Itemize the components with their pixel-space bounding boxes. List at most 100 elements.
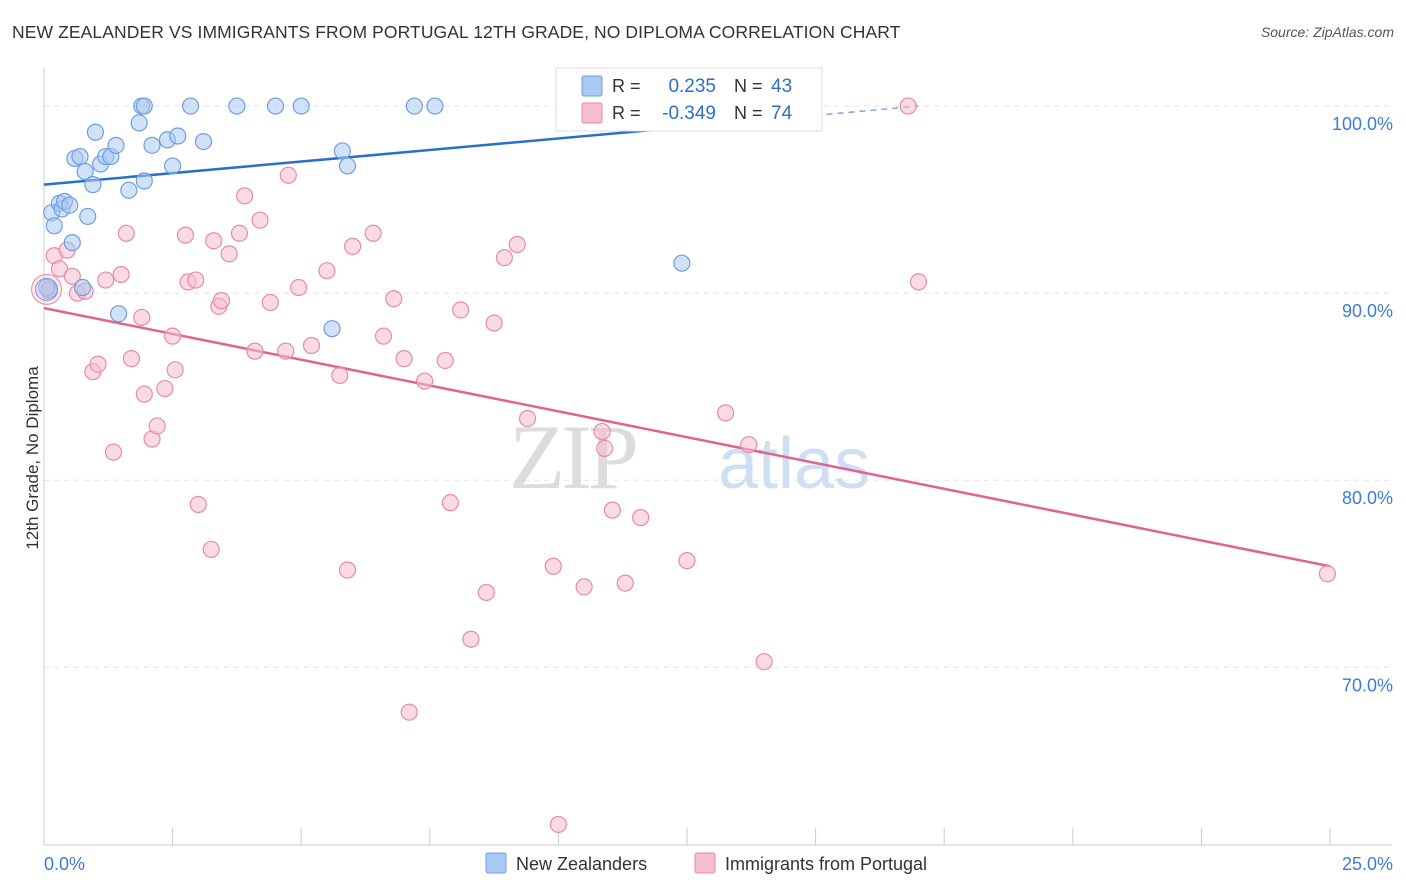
point-immigrants-portugal bbox=[202, 540, 220, 559]
point-new-zealanders bbox=[84, 176, 102, 194]
point-immigrants-portugal bbox=[205, 232, 223, 250]
point-new-zealanders bbox=[86, 123, 105, 141]
source-label: Source: ZipAtlas.com bbox=[1260, 24, 1394, 40]
legend-label-new-zealanders: New Zealanders bbox=[516, 854, 647, 874]
point-immigrants-portugal bbox=[477, 583, 495, 602]
r-value-nz: 0.235 bbox=[668, 76, 716, 97]
point-immigrants-portugal bbox=[344, 237, 362, 255]
point-immigrants-portugal bbox=[441, 494, 459, 512]
watermark: ZIP atlas bbox=[509, 406, 870, 508]
point-immigrants-portugal bbox=[133, 308, 151, 327]
point-immigrants-portugal bbox=[416, 372, 434, 390]
point-new-zealanders bbox=[71, 147, 89, 166]
legend-swatch-new-zealanders bbox=[485, 852, 507, 874]
chart-title: NEW ZEALANDER VS IMMIGRANTS FROM PORTUGA… bbox=[12, 22, 901, 42]
point-immigrants-portugal bbox=[575, 578, 593, 596]
point-new-zealanders bbox=[63, 234, 81, 252]
point-new-zealanders bbox=[169, 127, 187, 145]
point-immigrants-portugal bbox=[135, 385, 153, 403]
point-immigrants-portugal bbox=[97, 271, 115, 289]
point-immigrants-portugal bbox=[187, 271, 205, 289]
r-value-pt: -0.349 bbox=[662, 103, 716, 124]
point-immigrants-portugal bbox=[508, 235, 526, 254]
point-immigrants-portugal bbox=[485, 314, 503, 332]
point-immigrants-portugal bbox=[331, 366, 349, 385]
point-immigrants-portugal bbox=[436, 351, 454, 370]
data-points bbox=[31, 97, 1337, 834]
point-new-zealanders bbox=[182, 97, 200, 115]
y-tick-label: 80.0% bbox=[1342, 488, 1393, 508]
point-immigrants-portugal bbox=[549, 815, 568, 834]
point-immigrants-portugal bbox=[279, 166, 297, 184]
y-tick-label: 90.0% bbox=[1342, 301, 1393, 321]
point-new-zealanders bbox=[130, 114, 148, 132]
point-immigrants-portugal bbox=[230, 224, 249, 242]
point-immigrants-portugal bbox=[318, 262, 336, 280]
x-tick-labels: 0.0% 25.0% bbox=[44, 854, 1393, 874]
point-immigrants-portugal bbox=[395, 350, 413, 368]
point-immigrants-portugal bbox=[302, 336, 321, 355]
point-new-zealanders bbox=[79, 207, 97, 226]
stats-legend: R = 0.235 N = 43 R = -0.349 N = 74 bbox=[555, 67, 823, 132]
point-immigrants-portugal bbox=[236, 187, 254, 205]
y-tick-label: 70.0% bbox=[1342, 675, 1393, 695]
point-new-zealanders bbox=[73, 278, 92, 297]
legend-swatch-pt bbox=[581, 102, 603, 124]
n-value-nz: 43 bbox=[771, 76, 792, 97]
point-new-zealanders bbox=[120, 181, 138, 199]
point-immigrants-portugal bbox=[246, 342, 264, 360]
trend-lines bbox=[43, 105, 1331, 568]
x-tick-label-max: 25.0% bbox=[1342, 854, 1393, 874]
n-label-pt: N = bbox=[734, 103, 763, 123]
point-new-zealanders bbox=[107, 136, 125, 154]
point-new-zealanders bbox=[37, 278, 56, 297]
point-new-zealanders bbox=[109, 305, 128, 323]
point-new-zealanders bbox=[135, 172, 153, 190]
point-immigrants-portugal bbox=[385, 290, 403, 308]
legend-swatch-nz bbox=[581, 75, 603, 97]
point-immigrants-portugal bbox=[899, 97, 917, 115]
point-immigrants-portugal bbox=[220, 245, 238, 263]
y-axis-label: 12th Grade, No Diploma bbox=[23, 366, 42, 550]
point-immigrants-portugal bbox=[716, 404, 735, 422]
point-immigrants-portugal bbox=[452, 301, 470, 319]
x-tick-label-min: 0.0% bbox=[44, 854, 85, 874]
point-new-zealanders bbox=[426, 97, 444, 115]
point-cluster-nz bbox=[35, 277, 59, 301]
point-immigrants-portugal bbox=[603, 501, 622, 519]
point-immigrants-portugal bbox=[518, 409, 537, 428]
legend-swatch-immigrants-portugal bbox=[694, 852, 716, 874]
point-immigrants-portugal bbox=[104, 443, 123, 461]
point-new-zealanders bbox=[228, 97, 246, 115]
point-immigrants-portugal bbox=[89, 355, 107, 373]
point-immigrants-portugal bbox=[338, 561, 357, 579]
bottom-legend: New Zealanders Immigrants from Portugal bbox=[485, 852, 927, 874]
point-immigrants-portugal bbox=[189, 495, 207, 514]
point-new-zealanders bbox=[143, 136, 161, 154]
point-immigrants-portugal bbox=[909, 273, 928, 291]
point-immigrants-portugal bbox=[593, 422, 611, 441]
y-tick-label: 100.0% bbox=[1332, 114, 1393, 134]
point-immigrants-portugal bbox=[277, 342, 295, 360]
point-immigrants-portugal bbox=[156, 379, 174, 398]
point-immigrants-portugal bbox=[261, 293, 279, 312]
point-new-zealanders bbox=[61, 196, 79, 214]
point-immigrants-portugal bbox=[755, 653, 773, 671]
point-new-zealanders bbox=[266, 97, 285, 115]
trendline-immigrants-portugal bbox=[43, 306, 1331, 568]
point-immigrants-portugal bbox=[112, 265, 130, 284]
point-immigrants-portugal bbox=[63, 267, 81, 285]
point-new-zealanders bbox=[673, 254, 691, 272]
point-new-zealanders bbox=[333, 142, 351, 160]
point-immigrants-portugal bbox=[1318, 565, 1337, 583]
point-immigrants-portugal bbox=[495, 248, 513, 267]
point-immigrants-portugal bbox=[251, 211, 269, 229]
point-immigrants-portugal bbox=[462, 630, 480, 648]
point-new-zealanders bbox=[45, 217, 63, 235]
point-immigrants-portugal bbox=[50, 260, 69, 278]
n-label-nz: N = bbox=[734, 76, 763, 96]
y-tick-labels: 100.0% 90.0% 80.0% 70.0% bbox=[1332, 114, 1393, 695]
point-immigrants-portugal bbox=[400, 703, 418, 721]
point-immigrants-portugal bbox=[374, 327, 393, 345]
point-new-zealanders bbox=[292, 97, 310, 115]
